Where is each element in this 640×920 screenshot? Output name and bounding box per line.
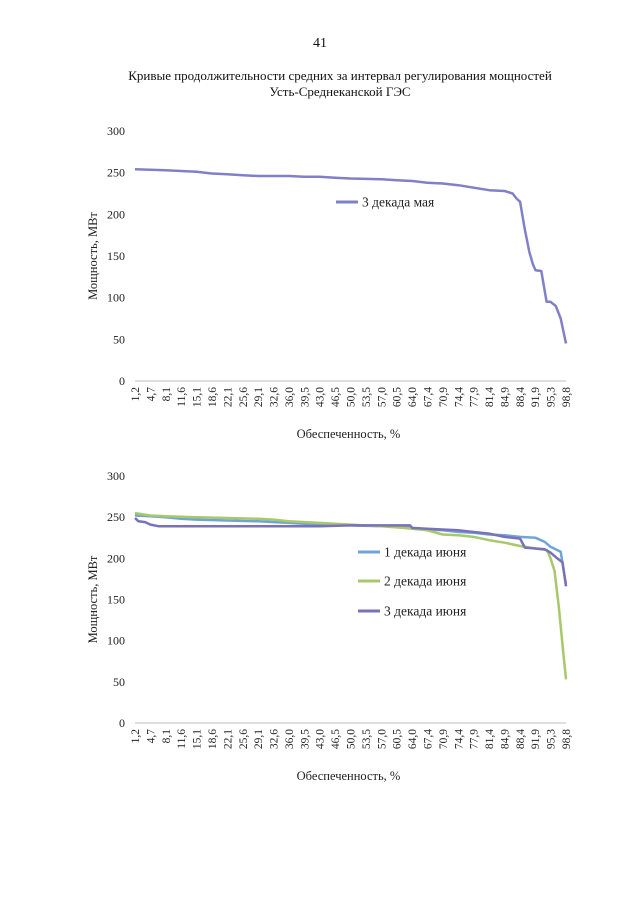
document-title: Кривые продолжительности средних за инте… <box>80 68 600 100</box>
y-axis-title: Мощность, МВт <box>86 555 100 643</box>
y-tick-label: 300 <box>107 469 125 483</box>
y-tick-label: 200 <box>107 551 125 565</box>
x-tick-label: 77,9 <box>469 729 481 749</box>
x-tick-label: 25,6 <box>238 387 250 407</box>
x-tick-label: 18,6 <box>207 387 219 407</box>
x-tick-label: 18,6 <box>207 729 219 749</box>
x-tick-label: 22,1 <box>222 729 234 749</box>
x-tick-label: 95,3 <box>546 729 558 749</box>
x-tick-label: 77,9 <box>469 387 481 407</box>
x-tick-label: 98,8 <box>561 729 573 749</box>
x-tick-label: 53,5 <box>361 387 373 407</box>
x-axis-title: Обеспеченность, % <box>297 427 401 441</box>
x-tick-label: 11,6 <box>176 387 188 407</box>
x-tick-label: 46,5 <box>330 387 342 407</box>
legend-label: 3 декада мая <box>362 195 434 210</box>
x-tick-label: 36,0 <box>284 387 296 407</box>
x-tick-label: 74,4 <box>453 387 465 407</box>
document-title-line-2: Усть-Среднеканской ГЭС <box>269 84 411 99</box>
x-tick-label: 57,0 <box>376 729 388 749</box>
x-tick-label: 91,9 <box>530 729 542 749</box>
x-tick-label: 1,2 <box>130 387 142 402</box>
y-tick-label: 50 <box>113 332 125 346</box>
x-tick-label: 43,0 <box>315 387 327 407</box>
x-tick-label: 32,6 <box>269 729 281 749</box>
x-tick-label: 36,0 <box>284 729 296 749</box>
x-tick-label: 60,5 <box>392 387 404 407</box>
x-tick-label: 64,0 <box>407 729 419 749</box>
y-tick-label: 300 <box>107 124 125 138</box>
x-tick-label: 1,2 <box>130 729 142 744</box>
y-tick-label: 200 <box>107 207 125 221</box>
x-tick-label: 29,1 <box>253 387 265 407</box>
legend-label: 1 декада июня <box>384 545 466 560</box>
x-tick-label: 4,7 <box>145 387 157 402</box>
series-line-3 <box>134 517 568 587</box>
x-tick-label: 84,9 <box>499 387 511 407</box>
x-tick-label: 32,6 <box>269 387 281 407</box>
y-tick-label: 100 <box>107 634 125 648</box>
x-tick-label: 95,3 <box>546 387 558 407</box>
x-tick-label: 8,1 <box>161 729 173 744</box>
x-tick-label: 67,4 <box>422 387 434 407</box>
x-tick-label: 29,1 <box>253 729 265 749</box>
x-tick-label: 11,6 <box>176 729 188 749</box>
x-tick-label: 4,7 <box>145 729 157 744</box>
x-tick-label: 39,5 <box>299 729 311 749</box>
y-axis-title: Мощность, МВт <box>86 212 100 300</box>
x-tick-label: 43,0 <box>315 729 327 749</box>
x-tick-label: 50,0 <box>346 387 358 407</box>
x-tick-label: 53,5 <box>361 729 373 749</box>
x-tick-label: 57,0 <box>376 387 388 407</box>
x-axis-title: Обеспеченность, % <box>297 769 401 783</box>
x-tick-label: 67,4 <box>422 729 434 749</box>
x-tick-label: 60,5 <box>392 729 404 749</box>
x-tick-label: 46,5 <box>330 729 342 749</box>
y-tick-label: 100 <box>107 291 125 305</box>
series-line-1 <box>134 168 568 344</box>
x-tick-label: 39,5 <box>299 387 311 407</box>
legend-label: 2 декада июня <box>384 574 466 589</box>
x-tick-label: 22,1 <box>222 387 234 407</box>
x-tick-label: 15,1 <box>192 387 204 407</box>
x-tick-label: 81,4 <box>484 729 496 749</box>
page-number: 41 <box>313 36 327 51</box>
series-line-2 <box>134 511 568 680</box>
x-tick-label: 88,4 <box>515 387 527 407</box>
y-tick-label: 250 <box>107 510 125 524</box>
document-title-line-1: Кривые продолжительности средних за инте… <box>128 68 552 83</box>
x-tick-label: 88,4 <box>515 729 527 749</box>
x-tick-label: 64,0 <box>407 387 419 407</box>
x-tick-label: 98,8 <box>561 387 573 407</box>
y-tick-label: 250 <box>107 166 125 180</box>
x-tick-label: 15,1 <box>192 729 204 749</box>
x-tick-label: 8,1 <box>161 387 173 402</box>
x-tick-label: 81,4 <box>484 387 496 407</box>
x-tick-label: 91,9 <box>530 387 542 407</box>
x-tick-label: 70,9 <box>438 387 450 407</box>
x-tick-label: 74,4 <box>453 729 465 749</box>
x-tick-label: 50,0 <box>346 729 358 749</box>
x-tick-label: 84,9 <box>499 729 511 749</box>
legend-label: 3 декада июня <box>384 604 466 619</box>
y-tick-label: 150 <box>107 593 125 607</box>
y-tick-label: 50 <box>113 675 125 689</box>
y-tick-label: 0 <box>119 374 125 388</box>
y-tick-label: 150 <box>107 249 125 263</box>
x-tick-label: 70,9 <box>438 729 450 749</box>
x-tick-label: 25,6 <box>238 729 250 749</box>
y-tick-label: 0 <box>119 716 125 730</box>
